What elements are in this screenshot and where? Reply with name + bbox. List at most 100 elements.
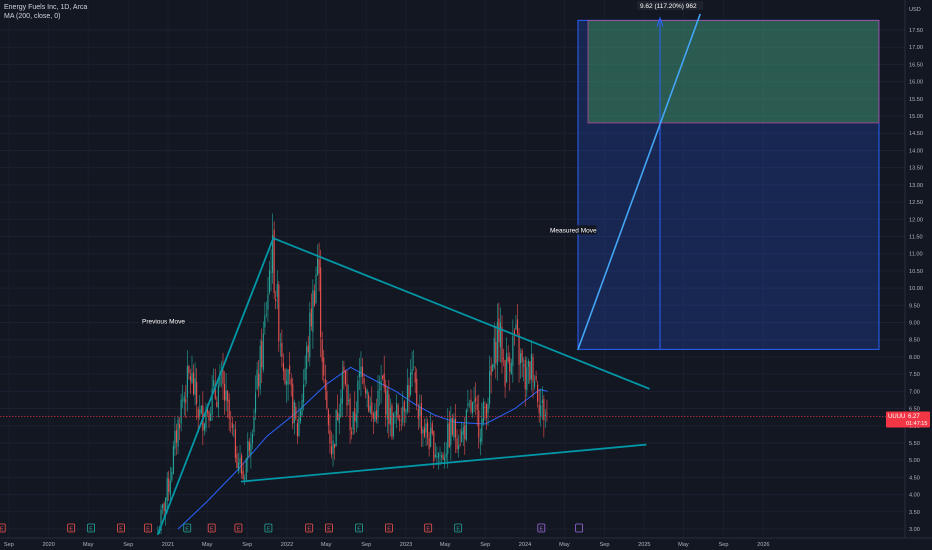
symbol-title: Energy Fuels Inc, 1D, Arca [4,4,88,11]
earnings-marker-label: E [307,526,311,532]
candle-body [423,427,426,437]
candle-body [462,427,464,435]
candle-body [476,404,478,410]
earnings-marker [183,523,192,533]
candle-body [490,365,492,376]
candle-body [520,353,522,364]
x-tick-label: Sep [480,542,490,548]
candle-body [163,503,165,512]
y-tick-label: 4.50 [909,475,920,481]
candle-body [334,444,336,448]
candle-body [206,405,209,413]
candle-body [487,404,489,413]
candle-body [504,359,506,387]
y-tick-label: 3.00 [909,527,920,533]
candle-body [228,399,230,419]
candle-body [315,274,317,304]
candle-body [439,454,441,456]
candle-body [492,364,494,372]
x-tick-label: May [83,542,94,548]
candle-body [408,385,410,398]
candle-body [248,441,250,451]
candle-body [239,458,241,465]
earnings-marker-label: E [456,526,460,532]
earnings-marker-label: E [357,526,361,532]
x-tick-label: Sep [600,542,610,548]
price-axis[interactable]: 3.003.504.004.505.005.506.006.507.007.50… [904,0,932,550]
candle-body [427,422,429,439]
candle-body [369,405,371,413]
candle-body [461,431,463,443]
time-axis[interactable]: Sep 2020 May Sep 2021 May Sep 2022 May Sep 2023 May… [0,537,932,548]
y-tick-label: 14.00 [909,148,923,154]
x-tick-label: 2022 [281,542,293,548]
candle-body [479,438,481,443]
candle-body [540,405,542,417]
candle-body [200,405,202,414]
candle-body [346,383,348,406]
candle-body [396,403,398,416]
candle-body [378,389,381,390]
candle-body [478,410,480,438]
y-tick-label: 6.50 [909,407,920,413]
candle-body [231,422,233,429]
candle-body [397,405,399,419]
candle-body [484,407,486,409]
earnings-marker [264,523,273,533]
candle-body [289,365,291,374]
candle-body [321,339,323,362]
candle-body [436,455,438,457]
annotation-label: 9.62 (117.20%) 962 [640,3,697,10]
candle-body [211,388,213,415]
earnings-marker [207,523,216,533]
candle-body [183,396,185,403]
earnings-marker-label: E [387,526,391,532]
candle-body [219,372,221,386]
candle-body [316,258,319,276]
trendlines[interactable] [156,13,701,536]
y-tick-label: 12.50 [909,200,923,206]
candle-body [247,440,249,459]
candle-body [380,380,382,391]
candle-body [371,402,373,416]
x-tick-label: Sep [719,542,729,548]
x-tick-label: 2025 [638,542,650,548]
candle-body [481,418,483,442]
candle-body [524,360,526,390]
y-tick-label: 7.00 [909,389,920,395]
measured-move-line [577,13,701,351]
projection-box [577,19,880,350]
candle-body [225,390,227,401]
candle-body [323,357,325,376]
indicator-label: MA (200, close, 0) [4,13,61,20]
candle-body [374,411,376,422]
candle-body [417,408,419,419]
candle-body [420,403,422,434]
candle-body [161,504,164,509]
annotation-label: Measured Move [550,227,597,234]
candle-body [413,367,415,368]
y-tick-label: 13.50 [909,166,923,172]
candle-body [526,367,528,391]
candle-body [358,371,360,378]
candle-body [180,399,182,424]
x-tick-label: May [440,542,451,548]
candle-body [185,398,187,403]
candle-body [454,418,457,438]
candle-body [496,322,498,365]
candle-body [382,375,384,379]
candle-body [296,423,298,437]
current-price-badge [886,411,930,428]
candle-body [256,369,258,390]
annotation-label: Previous Move [142,319,185,326]
candle-body [489,371,491,404]
candles [157,213,548,535]
x-tick-label: Sep [123,542,133,548]
x-tick-label: May [559,542,570,548]
candle-body [450,418,452,446]
candle-body [509,357,511,372]
candle-body [169,480,171,495]
annotation-bg [547,225,597,235]
